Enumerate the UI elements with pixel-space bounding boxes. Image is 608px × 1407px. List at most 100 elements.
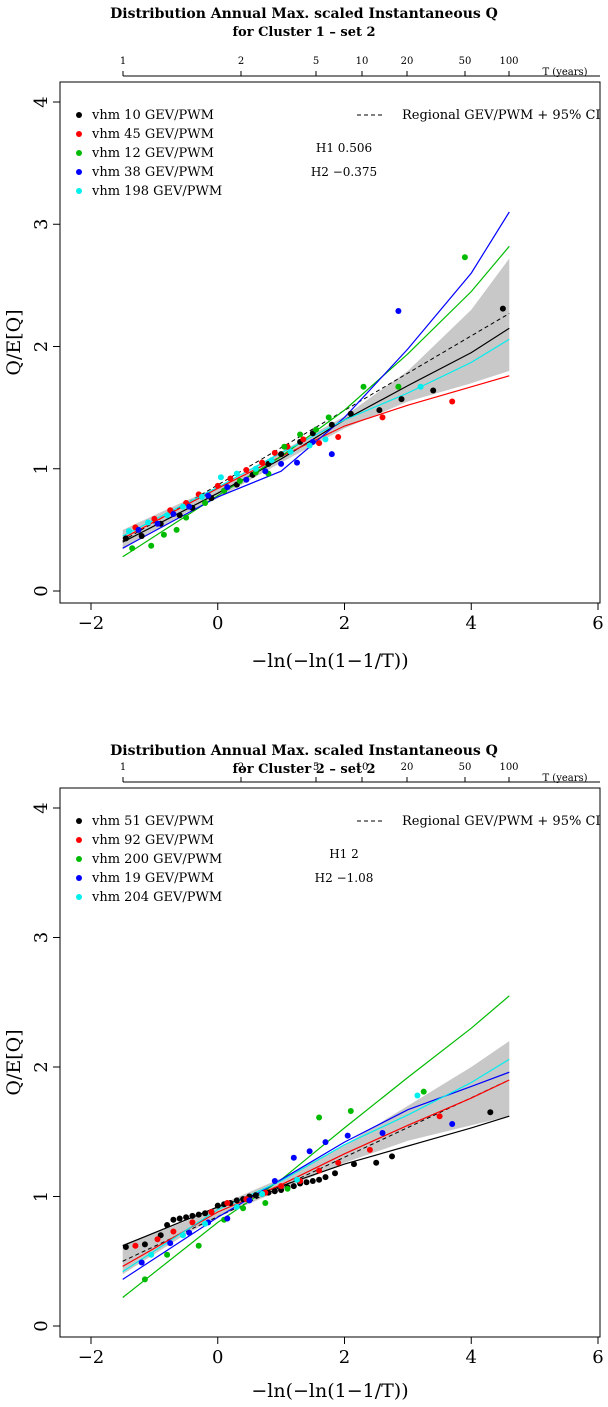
data-point [316, 1167, 323, 1174]
ci-band [122, 1041, 510, 1275]
data-point [252, 1192, 259, 1199]
legend-label: vhm 204 GEV/PWM [91, 890, 222, 905]
data-point [360, 383, 367, 390]
x-tick-label: −2 [78, 1347, 105, 1368]
legend-marker [76, 818, 82, 824]
data-point [395, 383, 402, 390]
data-point [217, 474, 224, 481]
x-tick-label: 6 [592, 1347, 603, 1368]
series-curve-4 [122, 211, 510, 549]
data-point [233, 470, 240, 477]
y-tick-label: 4 [31, 802, 52, 813]
top-axis-tick-label: 50 [459, 56, 472, 67]
legend-label: vhm 38 GEV/PWM [91, 165, 214, 180]
legend-marker [76, 875, 82, 881]
data-point [335, 434, 342, 440]
data-point [179, 503, 186, 510]
data-point [138, 533, 145, 539]
plot-frame [59, 81, 601, 604]
top-axis-tick-label: 2 [238, 762, 244, 773]
data-point [316, 440, 323, 447]
top-axis-tick-label: 20 [401, 56, 414, 67]
data-point [167, 1240, 174, 1247]
h1-value: H1 2 [329, 847, 359, 861]
x-tick-label: 6 [592, 613, 603, 634]
h2-value: H2 −0.375 [311, 165, 377, 179]
data-point [309, 1178, 316, 1184]
legend-label: vhm 45 GEV/PWM [91, 127, 214, 142]
x-tick-label: 2 [339, 1347, 350, 1368]
data-point [243, 476, 250, 483]
top-axis-tick-label: 5 [313, 56, 319, 67]
data-point [287, 448, 294, 455]
top-axis-tick-label: 2 [238, 56, 244, 67]
data-point [170, 511, 177, 517]
plot-frame [59, 787, 601, 1338]
y-tick-label: 3 [31, 219, 52, 230]
data-point [278, 451, 285, 458]
data-point [170, 1228, 177, 1235]
data-point [233, 1197, 240, 1204]
top-axis-tick-label: 100 [499, 56, 518, 67]
series-curve-2 [122, 1079, 510, 1267]
top-axis-label: T (years) [542, 773, 587, 784]
data-point [395, 308, 402, 314]
data-point [262, 1200, 269, 1206]
legend-marker [76, 131, 82, 137]
data-point [202, 1220, 209, 1227]
y-tick-label: 1 [31, 1191, 52, 1202]
legend-label: vhm 19 GEV/PWM [91, 871, 214, 886]
top-axis-label: T (years) [542, 67, 587, 78]
chart-panel-2: Distribution Annual Max. scaled Instanta… [3, 743, 604, 1402]
y-tick-label: 1 [31, 463, 52, 474]
data-point [398, 396, 405, 403]
data-point [316, 1176, 323, 1183]
data-point [284, 1185, 291, 1192]
data-point [227, 475, 234, 482]
chart-subtitle: for Cluster 1 – set 2 [232, 25, 375, 40]
data-point [189, 1219, 196, 1226]
data-point [138, 1259, 145, 1266]
legend-label: vhm 198 GEV/PWM [91, 184, 222, 199]
data-point [328, 451, 335, 458]
data-point [214, 1202, 221, 1209]
data-point [154, 520, 161, 527]
y-axis-label: Q/E[Q] [3, 309, 25, 375]
data-point [376, 407, 383, 414]
data-point [271, 449, 278, 456]
data-point [205, 492, 212, 499]
data-point [129, 545, 136, 552]
x-tick-label: 0 [212, 1347, 223, 1368]
data-point [195, 1242, 202, 1249]
data-point [414, 1092, 421, 1099]
data-point [417, 383, 424, 390]
data-point [347, 1108, 354, 1114]
data-point [420, 1088, 427, 1095]
x-tick-label: 2 [339, 613, 350, 634]
y-tick-label: 2 [31, 341, 52, 352]
data-point [268, 457, 275, 464]
legend-label: vhm 92 GEV/PWM [91, 833, 214, 848]
legend-label: vhm 10 GEV/PWM [91, 108, 214, 123]
data-point [271, 1178, 278, 1184]
y-axis-label: Q/E[Q] [3, 1029, 25, 1095]
plot-area [122, 211, 510, 558]
data-point [373, 1159, 380, 1166]
data-point [164, 512, 171, 519]
legend-label: vhm 200 GEV/PWM [91, 852, 222, 867]
h2-value: H2 −1.08 [315, 871, 374, 885]
data-point [224, 1200, 231, 1206]
data-point [487, 1109, 494, 1116]
x-axis-label: −ln(−ln(1−1/T)) [251, 650, 408, 672]
data-point [344, 1132, 351, 1139]
legend-marker [76, 894, 82, 900]
data-point [126, 528, 132, 535]
legend-marker [76, 150, 82, 156]
data-point [294, 459, 300, 466]
data-point [332, 1170, 338, 1177]
data-point [306, 442, 313, 449]
y-tick-label: 0 [31, 585, 52, 596]
chart-title: Distribution Annual Max. scaled Instanta… [110, 6, 498, 22]
legend-marker [76, 837, 82, 843]
data-point [290, 1154, 297, 1161]
